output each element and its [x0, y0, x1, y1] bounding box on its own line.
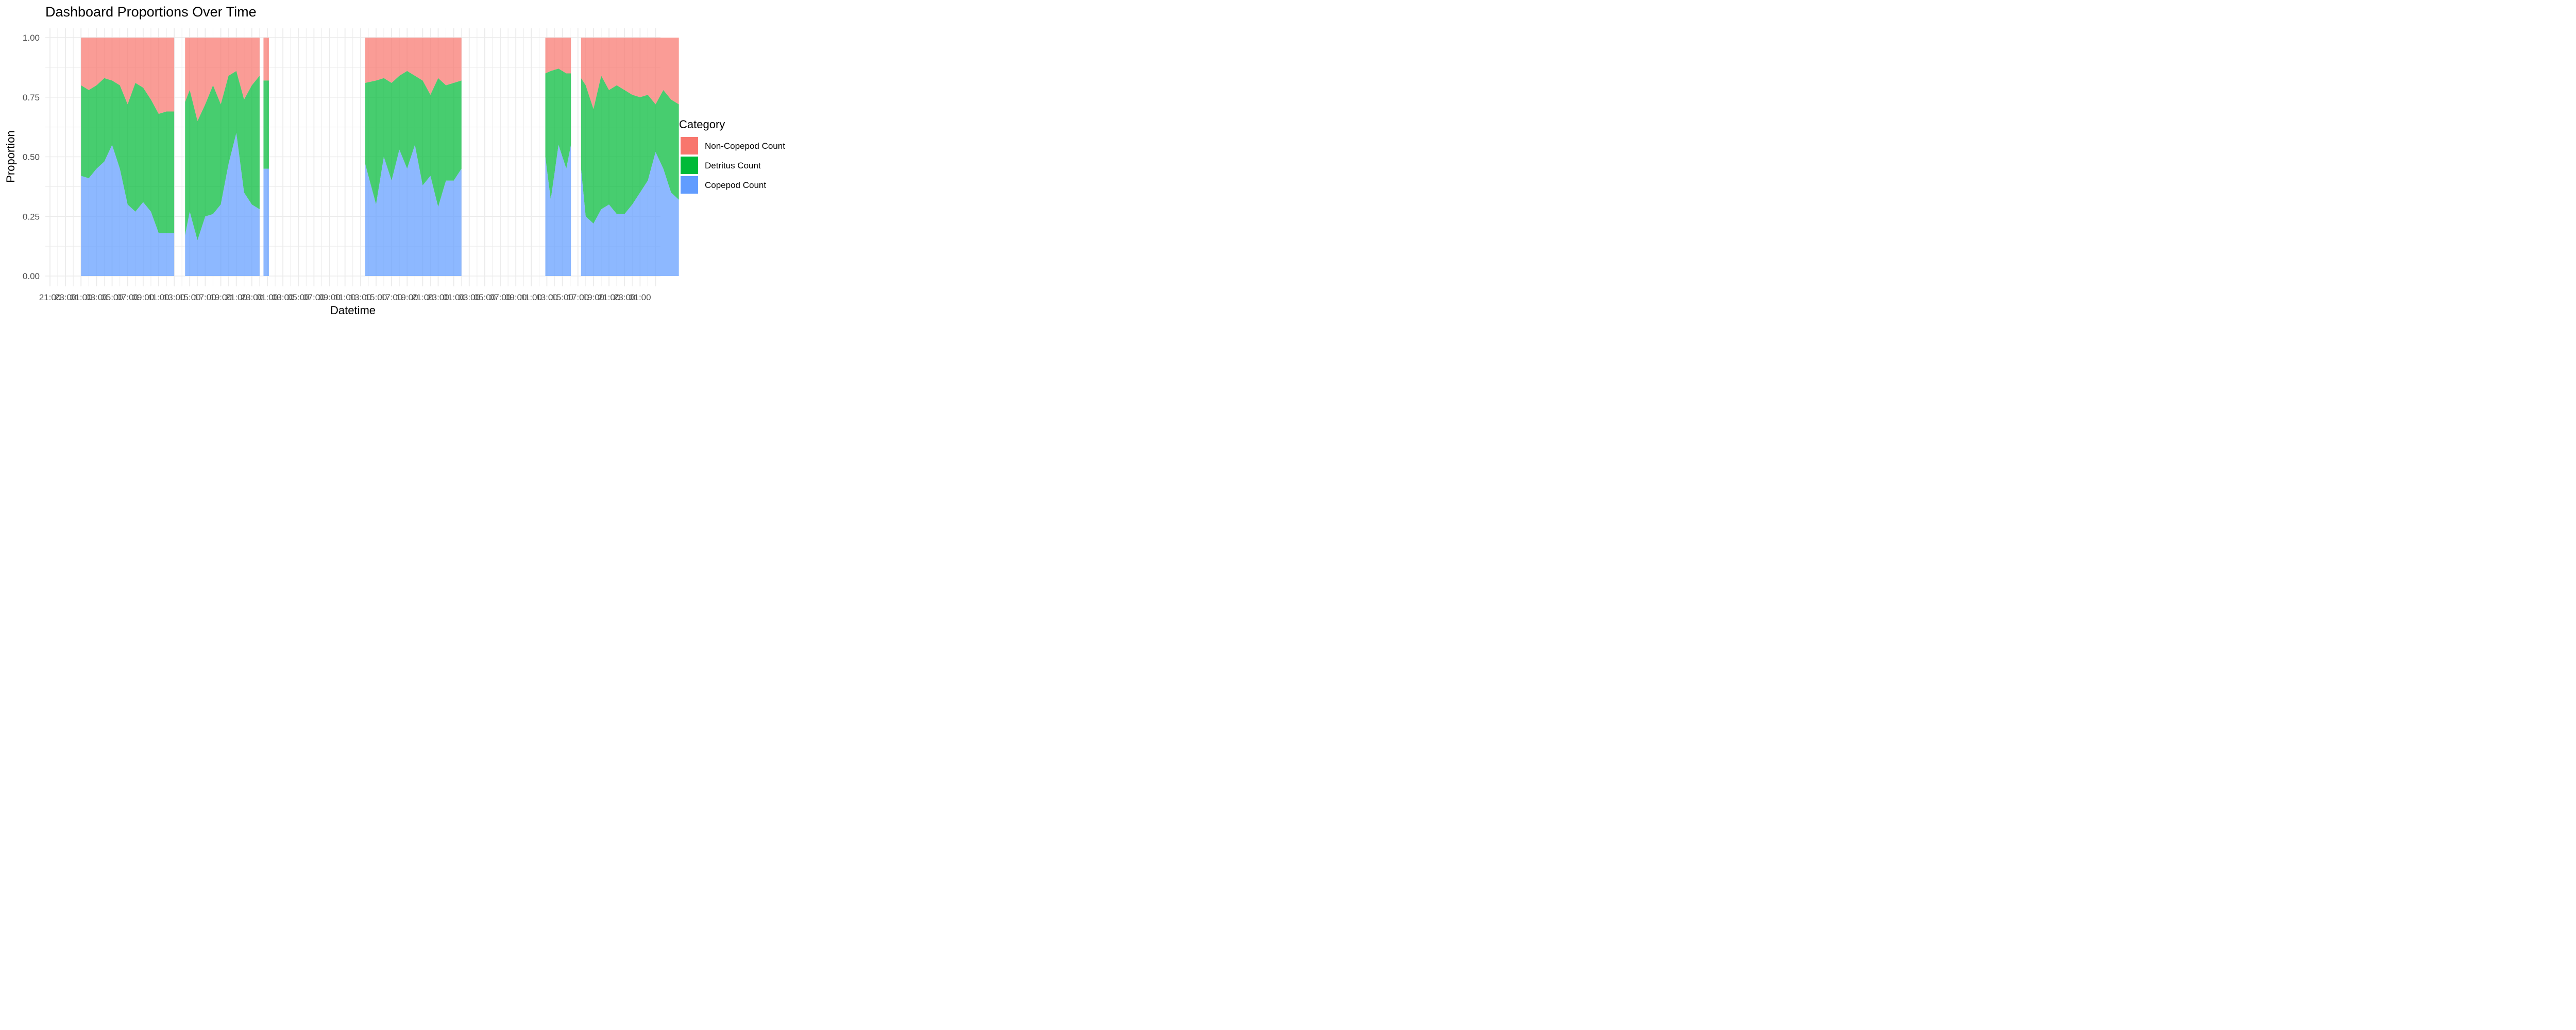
area-copepod	[581, 152, 679, 276]
x-tick-label: 21:00	[39, 293, 61, 302]
stacked-area-chart: Dashboard Proportions Over Time 0.00 0.25…	[4, 4, 785, 316]
x-tick-label: 03:00	[459, 293, 481, 302]
area-copepod	[263, 168, 269, 276]
area-detritus	[365, 71, 462, 207]
chart-title: Dashboard Proportions Over Time	[45, 4, 257, 20]
x-tick-label: 07:00	[303, 293, 325, 302]
x-tick-label: 13:00	[163, 293, 185, 302]
area-non-copepod	[185, 38, 260, 122]
area-copepod	[545, 145, 571, 276]
x-tick-label: 15:00	[551, 293, 573, 302]
area-non-copepod	[545, 38, 571, 74]
data-areas	[81, 38, 679, 276]
legend-swatch	[681, 137, 698, 154]
x-tick-label: 15:00	[179, 293, 201, 302]
legend-entry-label: Copepod Count	[705, 180, 766, 190]
x-tick-label: 17:00	[194, 293, 216, 302]
legend-entry-label: Non-Copepod Count	[705, 141, 785, 151]
x-tick-label: 23:00	[614, 293, 636, 302]
area-detritus	[581, 76, 679, 224]
x-tick-label: 13:00	[350, 293, 372, 302]
x-tick-label: 19:00	[210, 293, 232, 302]
area-non-copepod	[263, 38, 269, 81]
x-tick-label: 05:00	[101, 293, 123, 302]
x-tick-label: 01:00	[257, 293, 279, 302]
y-tick-label: 0.75	[23, 93, 40, 102]
x-axis-ticks: 21:0023:0001:0003:0005:0007:0009:0011:00…	[39, 293, 651, 302]
x-tick-label: 11:00	[334, 293, 355, 302]
x-tick-label: 19:00	[396, 293, 418, 302]
area-detritus	[81, 78, 175, 233]
area-copepod	[365, 145, 462, 276]
y-tick-label: 0.25	[23, 212, 40, 221]
x-tick-label: 01:00	[70, 293, 92, 302]
area-copepod	[185, 133, 260, 276]
x-tick-label: 03:00	[86, 293, 108, 302]
x-tick-label: 07:00	[489, 293, 512, 302]
x-tick-label: 23:00	[55, 293, 77, 302]
x-tick-label: 17:00	[381, 293, 403, 302]
legend-entry-label: Detritus Count	[705, 161, 761, 170]
x-tick-label: 13:00	[536, 293, 558, 302]
x-tick-label: 23:00	[427, 293, 449, 302]
area-copepod	[81, 145, 175, 276]
area-non-copepod	[581, 38, 679, 109]
x-tick-label: 09:00	[505, 293, 527, 302]
area-detritus	[545, 68, 571, 200]
x-tick-label: 15:00	[365, 293, 387, 302]
x-tick-label: 05:00	[287, 293, 310, 302]
x-tick-label: 11:00	[521, 293, 542, 302]
x-tick-label: 09:00	[132, 293, 155, 302]
area-detritus	[185, 71, 260, 241]
area-non-copepod	[81, 38, 175, 114]
x-tick-label: 09:00	[318, 293, 341, 302]
x-tick-label: 01:00	[443, 293, 465, 302]
x-tick-label: 21:00	[412, 293, 434, 302]
x-tick-label: 19:00	[583, 293, 605, 302]
x-tick-label: 07:00	[116, 293, 139, 302]
x-tick-label: 21:00	[225, 293, 247, 302]
x-tick-label: 05:00	[474, 293, 496, 302]
x-tick-label: 17:00	[567, 293, 589, 302]
x-tick-label: 11:00	[148, 293, 169, 302]
legend-swatch	[681, 157, 698, 174]
area-detritus	[263, 80, 269, 169]
y-axis-title: Proportion	[4, 130, 17, 183]
y-tick-label: 0.50	[23, 152, 40, 162]
x-tick-label: 03:00	[272, 293, 294, 302]
y-axis-ticks: 0.00 0.25 0.50 0.75 1.00	[23, 33, 40, 281]
x-tick-label: 23:00	[241, 293, 263, 302]
x-tick-label: 01:00	[629, 293, 651, 302]
x-tick-label: 21:00	[598, 293, 620, 302]
y-tick-label: 1.00	[23, 33, 40, 43]
legend-title: Category	[679, 118, 725, 131]
x-axis-title: Datetime	[330, 304, 376, 316]
y-tick-label: 0.00	[23, 271, 40, 281]
legend-swatch	[681, 176, 698, 194]
legend: Category Non-Copepod Count Detritus Count…	[679, 118, 785, 194]
area-non-copepod	[365, 38, 462, 95]
